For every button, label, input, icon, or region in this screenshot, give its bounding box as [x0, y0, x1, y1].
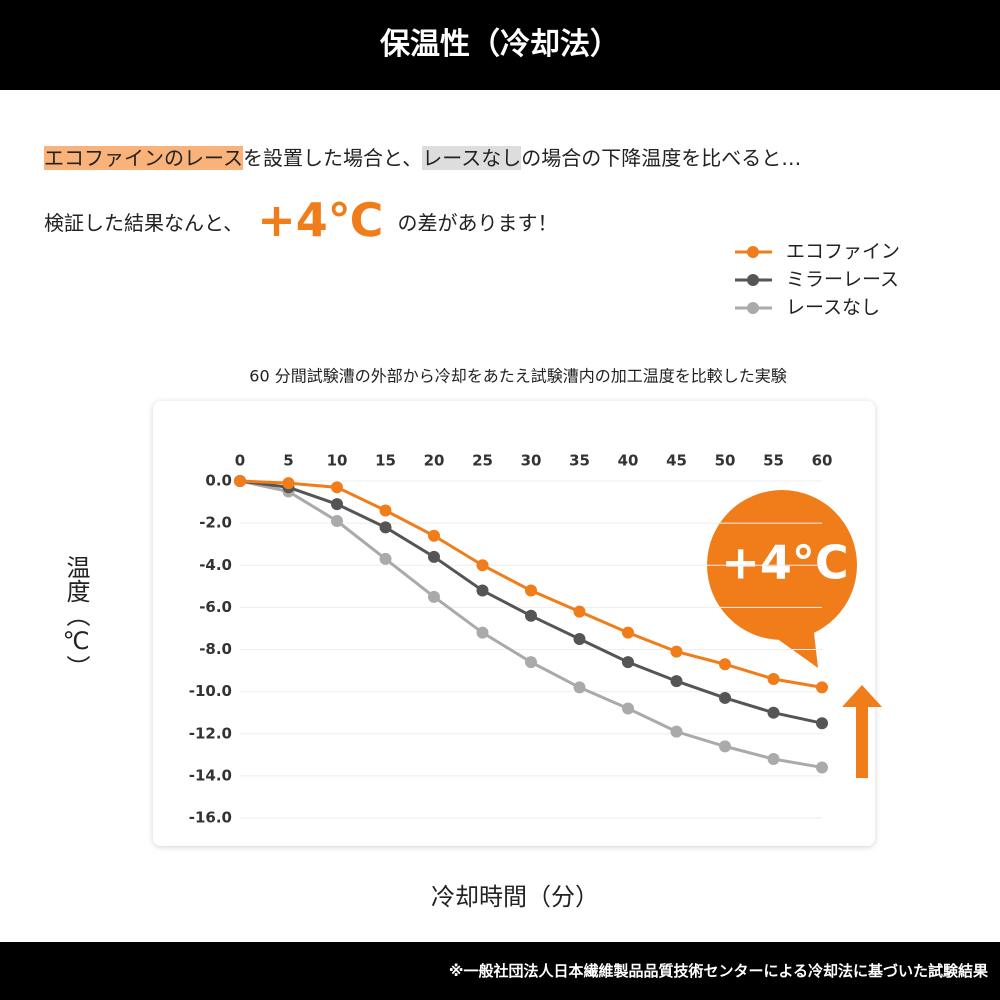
data-point: [525, 656, 537, 669]
data-point: [670, 725, 683, 738]
y-axis-label: 温度（℃）: [62, 555, 90, 679]
data-point: [476, 626, 489, 639]
y-tick-label: -2.0: [199, 514, 232, 532]
legend-marker: [747, 246, 759, 258]
x-tick-label: 45: [666, 452, 687, 470]
data-point: [622, 656, 634, 669]
data-point: [573, 605, 586, 618]
x-tick-label: 30: [521, 452, 542, 470]
data-point: [816, 681, 828, 694]
data-point: [573, 681, 586, 694]
data-point: [379, 504, 392, 517]
intro-text: の差があります！: [397, 211, 558, 235]
data-point: [331, 481, 343, 494]
data-point: [234, 475, 246, 487]
data-point: [331, 515, 343, 528]
data-point: [525, 584, 537, 597]
data-point: [476, 584, 489, 597]
data-point: [719, 658, 731, 671]
highlight-text: レースなし: [422, 146, 522, 170]
x-tick-label: 15: [375, 452, 396, 470]
data-point: [767, 753, 780, 766]
intro-text: 検証した結果なんと、: [44, 211, 244, 235]
x-axis-label: 冷却時間（分）: [431, 883, 599, 911]
data-point: [573, 632, 586, 645]
data-point: [816, 761, 828, 774]
intro-text: を設置した場合と、: [243, 146, 423, 170]
x-tick-label: 55: [763, 452, 784, 470]
x-tick-label: 25: [472, 452, 493, 470]
chart-subtitle: 60 分間試験漕の外部から冷却をあたえ試験漕内の加工温度を比較した実験: [249, 367, 786, 386]
legend-label: レースなし: [786, 297, 880, 319]
data-point: [282, 477, 295, 490]
highlight-number: +4℃: [257, 193, 384, 247]
badge-text: +4°C: [721, 536, 848, 590]
chart-panel: [153, 401, 875, 846]
footer-note: ※一般社団法人日本繊維製品品質技術センターによる冷却法に基づいた試験結果: [448, 962, 988, 980]
y-tick-label: -4.0: [199, 556, 232, 574]
y-tick-label: -8.0: [199, 640, 232, 658]
data-point: [525, 609, 537, 622]
legend-marker: [747, 274, 759, 286]
y-tick-label: -16.0: [189, 809, 232, 827]
x-tick-label: 0: [235, 452, 245, 470]
legend-label: エコファイン: [786, 241, 900, 263]
header-title: 保温性（冷却法）: [380, 27, 620, 62]
data-point: [767, 706, 780, 719]
intro-text: の場合の下降温度を比べると…: [521, 146, 802, 170]
x-tick-label: 20: [424, 452, 445, 470]
x-tick-label: 60: [812, 452, 833, 470]
data-point: [379, 521, 392, 534]
footer: ※一般社団法人日本繊維製品品質技術センターによる冷却法に基づいた試験結果: [0, 942, 1000, 1000]
y-tick-label: -10.0: [189, 682, 232, 700]
data-point: [719, 740, 731, 753]
data-point: [719, 691, 731, 704]
x-tick-label: 5: [283, 452, 293, 470]
data-point: [767, 672, 780, 685]
header: 保温性（冷却法）: [0, 0, 1000, 90]
data-point: [622, 626, 634, 639]
x-tick-label: 40: [618, 452, 639, 470]
intro-line: エコファインのレースを設置した場合と、レースなしの場合の下降温度を比べると…: [44, 142, 801, 171]
legend-marker: [747, 302, 759, 314]
data-point: [476, 559, 489, 572]
data-point: [816, 717, 828, 730]
data-point: [428, 590, 440, 603]
intro-line: 検証した結果なんと、 +4℃ の差があります！: [44, 190, 557, 253]
data-point: [670, 675, 683, 688]
x-tick-label: 10: [327, 452, 348, 470]
highlight-text: エコファインのレース: [44, 146, 243, 170]
y-tick-label: -12.0: [189, 724, 232, 742]
y-tick-label: -14.0: [189, 766, 232, 784]
y-tick-label: -6.0: [199, 598, 232, 616]
data-point: [331, 498, 343, 511]
legend-label: ミラーレース: [786, 269, 899, 291]
data-point: [670, 645, 683, 658]
x-tick-label: 35: [569, 452, 590, 470]
data-point: [428, 529, 440, 542]
x-tick-label: 50: [715, 452, 736, 470]
data-point: [379, 552, 392, 565]
y-tick-label: 0.0: [205, 472, 232, 490]
up-arrow: [842, 685, 882, 778]
data-point: [428, 550, 440, 563]
data-point: [622, 702, 634, 715]
